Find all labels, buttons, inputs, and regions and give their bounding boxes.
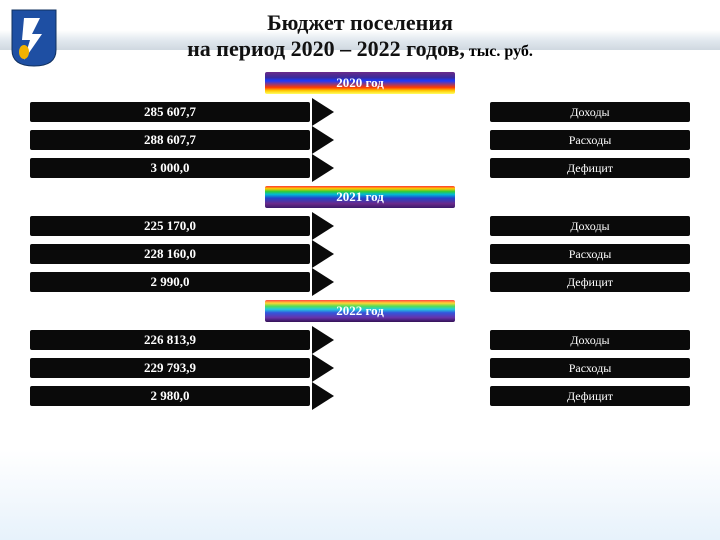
value-bar: 285 607,7 [30,102,310,122]
budget-row: 226 813,9 Доходы [30,328,690,352]
label-bar-expense: Расходы [490,358,690,378]
value-bar: 225 170,0 [30,216,310,236]
value-text: 2 990,0 [151,274,190,290]
background-wave [0,450,720,540]
value-bar: 229 793,9 [30,358,310,378]
year-banner-label: 2021 год [336,189,384,205]
value-text: 285 607,7 [144,104,196,120]
value-text: 226 813,9 [144,332,196,348]
label-bar-expense: Расходы [490,244,690,264]
label-bar-deficit: Дефицит [490,386,690,406]
label-bar-deficit: Дефицит [490,272,690,292]
year-banner-label: 2022 год [336,303,384,319]
arrow-icon [312,98,334,126]
label-text: Расходы [569,361,612,376]
label-bar-deficit: Дефицит [490,158,690,178]
budget-row: 288 607,7 Расходы [30,128,690,152]
label-text: Доходы [570,333,609,348]
emblem-icon [10,8,58,68]
label-bar-income: Доходы [490,102,690,122]
value-text: 228 160,0 [144,246,196,262]
budget-row: 3 000,0 Дефицит [30,156,690,180]
value-bar: 3 000,0 [30,158,310,178]
label-text: Дефицит [567,275,613,290]
arrow-icon [312,126,334,154]
value-text: 288 607,7 [144,132,196,148]
label-text: Расходы [569,133,612,148]
budget-row: 2 990,0 Дефицит [30,270,690,294]
arrow-icon [312,240,334,268]
value-bar: 2 990,0 [30,272,310,292]
page-title: Бюджет поселения на период 2020 – 2022 г… [0,0,720,66]
year-banner-2022: 2022 год [265,300,455,322]
budget-row: 225 170,0 Доходы [30,214,690,238]
label-text: Расходы [569,247,612,262]
year-banner-label: 2020 год [336,75,384,91]
budget-row: 228 160,0 Расходы [30,242,690,266]
value-text: 3 000,0 [151,160,190,176]
value-bar: 228 160,0 [30,244,310,264]
arrow-icon [312,154,334,182]
value-bar: 288 607,7 [30,130,310,150]
arrow-icon [312,268,334,296]
year-banner-2021: 2021 год [265,186,455,208]
title-unit-text: тыс. руб. [465,43,533,60]
label-text: Доходы [570,105,609,120]
arrow-icon [312,212,334,240]
arrow-icon [312,326,334,354]
label-bar-income: Доходы [490,216,690,236]
value-text: 225 170,0 [144,218,196,234]
content-area: 2020 год 285 607,7 Доходы 288 607,7 Расх… [0,72,720,408]
title-main-text: на период 2020 – 2022 годов, [187,36,465,61]
budget-row: 229 793,9 Расходы [30,356,690,380]
value-bar: 2 980,0 [30,386,310,406]
label-bar-income: Доходы [490,330,690,350]
arrow-icon [312,354,334,382]
arrow-icon [312,382,334,410]
year-banner-2020: 2020 год [265,72,455,94]
value-bar: 226 813,9 [30,330,310,350]
title-line-2: на период 2020 – 2022 годов, тыс. руб. [0,36,720,62]
title-line-1: Бюджет поселения [0,10,720,36]
value-text: 2 980,0 [151,388,190,404]
label-text: Доходы [570,219,609,234]
budget-row: 285 607,7 Доходы [30,100,690,124]
label-text: Дефицит [567,161,613,176]
label-text: Дефицит [567,389,613,404]
label-bar-expense: Расходы [490,130,690,150]
value-text: 229 793,9 [144,360,196,376]
budget-row: 2 980,0 Дефицит [30,384,690,408]
